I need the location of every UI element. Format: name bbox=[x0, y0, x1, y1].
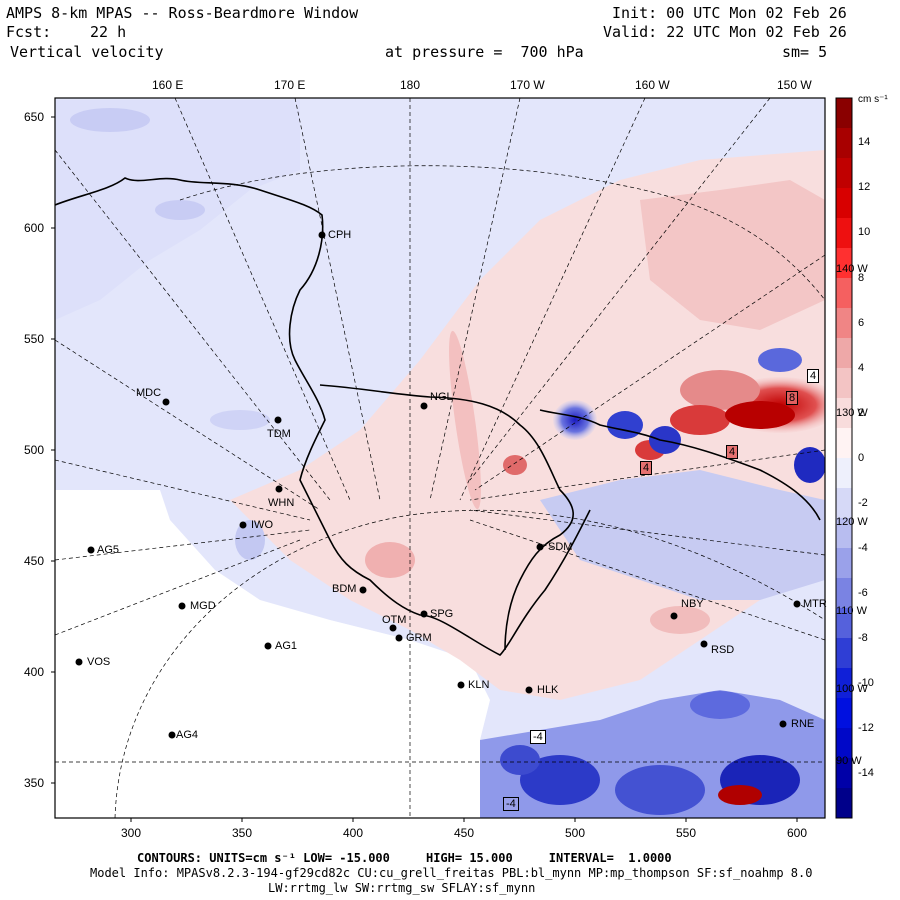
colorbar-tick-label: -6 bbox=[858, 587, 868, 599]
station-label: NBY bbox=[681, 598, 704, 610]
contour-label: 4 bbox=[726, 445, 739, 459]
top-tick-label: 180 bbox=[400, 78, 421, 92]
station-label: AG1 bbox=[275, 640, 298, 652]
map-frame bbox=[54, 97, 826, 819]
model-info-physics: LW:rrtmg_lw SW:rrtmg_sw SFLAY:sf_mynn bbox=[268, 881, 536, 895]
bottom-tick-label: 350 bbox=[232, 826, 253, 840]
bottom-tick-label: 400 bbox=[343, 826, 364, 840]
left-tick-label: 400 bbox=[24, 665, 45, 679]
colorbar-tick-label: -8 bbox=[858, 632, 868, 644]
meridian-label: 120 W bbox=[836, 516, 868, 528]
colorbar-tick-label: -10 bbox=[858, 677, 874, 689]
contour-label: -4 bbox=[503, 797, 519, 811]
meridian-label: 140 W bbox=[836, 263, 868, 275]
forecast-value: 22 h bbox=[90, 23, 127, 41]
colorbar-tick-label: -4 bbox=[858, 542, 868, 554]
top-tick-label: 150 W bbox=[777, 78, 812, 92]
map-title: AMPS 8-km MPAS -- Ross-Beardmore Window bbox=[6, 4, 359, 22]
pressure-level: at pressure = 700 hPa bbox=[385, 43, 584, 61]
colorbar-tick-label: 6 bbox=[858, 317, 865, 329]
forecast-label: Fcst: bbox=[6, 23, 52, 41]
top-tick-label: 160 E bbox=[152, 78, 184, 92]
station-label: MGD bbox=[190, 600, 216, 612]
field-layer bbox=[55, 98, 825, 818]
bottom-tick-label: 450 bbox=[454, 826, 475, 840]
station-label: KLN bbox=[468, 679, 490, 691]
colorbar bbox=[835, 97, 853, 819]
smoothing-value: sm= 5 bbox=[782, 43, 828, 61]
station-markers bbox=[75, 231, 801, 739]
colorbar-tick-label: 2 bbox=[858, 407, 865, 419]
valid-time: Valid: 22 UTC Mon 02 Feb 26 bbox=[603, 23, 847, 41]
bottom-tick-label: 600 bbox=[787, 826, 808, 840]
bottom-tick-label: 500 bbox=[565, 826, 586, 840]
colorbar-tick-label: -14 bbox=[858, 767, 874, 779]
meridian-label: 90 W bbox=[836, 755, 862, 767]
colorbar-tick-label: 4 bbox=[858, 362, 865, 374]
station-label: RNE bbox=[791, 718, 815, 730]
meridian-label: 110 W bbox=[836, 605, 867, 617]
left-tick-label: 500 bbox=[24, 443, 45, 457]
colorbar-tick-label: 0 bbox=[858, 452, 865, 464]
station-label: HLK bbox=[537, 684, 559, 696]
station-label: OTM bbox=[382, 614, 407, 626]
colorbar-tick-label: 10 bbox=[858, 226, 871, 238]
left-tick-label: 600 bbox=[24, 221, 45, 235]
station-label: IWO bbox=[251, 519, 273, 531]
contour-label: 8 bbox=[786, 391, 799, 405]
left-tick-label: 350 bbox=[24, 776, 45, 790]
meridian-label: 100 W bbox=[836, 683, 868, 695]
station-label: AG4 bbox=[176, 729, 199, 741]
graticule bbox=[55, 98, 825, 818]
station-label: MDC bbox=[136, 387, 162, 399]
init-time: Init: 00 UTC Mon 02 Feb 26 bbox=[612, 4, 847, 22]
station-label: GRM bbox=[406, 632, 432, 644]
left-tick-label: 450 bbox=[24, 554, 45, 568]
station-label: BDM bbox=[332, 583, 357, 595]
axis-ticks bbox=[51, 116, 798, 822]
bottom-tick-label: 550 bbox=[676, 826, 697, 840]
contour-label: 4 bbox=[807, 369, 820, 383]
station-label: RSD bbox=[711, 644, 735, 656]
station-label: CPH bbox=[328, 229, 352, 241]
contour-info: CONTOURS: UNITS=cm s⁻¹ LOW= -15.000 HIGH… bbox=[137, 851, 672, 865]
station-label: MTR bbox=[803, 598, 827, 610]
station-label: AG5 bbox=[97, 544, 120, 556]
station-label: VOS bbox=[87, 656, 111, 668]
station-label: SPG bbox=[430, 608, 454, 620]
station-label: WHN bbox=[268, 497, 295, 509]
station-label: NGL bbox=[430, 391, 453, 403]
contour-label: -4 bbox=[530, 730, 546, 744]
colorbar-tick-label: 14 bbox=[858, 136, 871, 148]
top-tick-label: 170 W bbox=[510, 78, 545, 92]
station-label: TDM bbox=[267, 428, 291, 440]
variable-label: Vertical velocity bbox=[10, 43, 164, 61]
colorbar-tick-label: -12 bbox=[858, 722, 874, 734]
top-tick-label: 170 E bbox=[274, 78, 306, 92]
colorbar-tick-label: -2 bbox=[858, 497, 868, 509]
left-tick-label: 550 bbox=[24, 332, 45, 346]
colorbar-tick-label: 12 bbox=[858, 181, 871, 193]
model-info: Model Info: MPASv8.2.3-194-gf29cd82c CU:… bbox=[90, 866, 813, 880]
coastline bbox=[55, 177, 821, 656]
left-tick-label: 650 bbox=[24, 110, 45, 124]
colorbar-tick-label: 8 bbox=[858, 272, 865, 284]
meridian-label: 130 W bbox=[836, 407, 868, 419]
contour-label: 4 bbox=[640, 461, 653, 475]
station-label: SDM bbox=[548, 541, 573, 553]
colorbar-units: cm s⁻¹ bbox=[858, 94, 888, 105]
bottom-tick-label: 300 bbox=[121, 826, 142, 840]
top-tick-label: 160 W bbox=[635, 78, 670, 92]
